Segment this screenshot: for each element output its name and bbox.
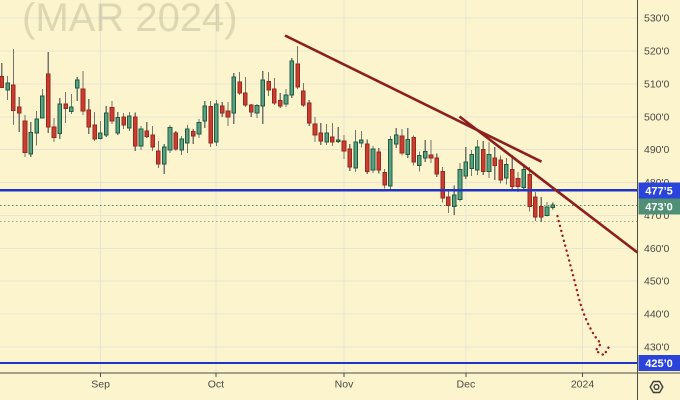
svg-text:(MAR 2024): (MAR 2024) — [22, 0, 238, 40]
svg-text:425’0: 425’0 — [645, 358, 673, 370]
svg-text:520'0: 520'0 — [644, 46, 670, 58]
svg-text:430'0: 430'0 — [644, 342, 670, 354]
svg-text:Oct: Oct — [208, 379, 224, 391]
svg-text:530'0: 530'0 — [644, 13, 670, 25]
svg-text:477’5: 477’5 — [645, 186, 673, 198]
svg-text:Dec: Dec — [457, 379, 476, 391]
svg-text:440'0: 440'0 — [644, 309, 670, 321]
svg-text:Nov: Nov — [335, 379, 354, 391]
svg-text:450'0: 450'0 — [644, 276, 670, 288]
svg-text:460'0: 460'0 — [644, 243, 670, 255]
svg-text:2024: 2024 — [571, 379, 595, 391]
svg-text:500'0: 500'0 — [644, 111, 670, 123]
svg-text:Sep: Sep — [91, 379, 110, 391]
svg-text:510'0: 510'0 — [644, 79, 670, 91]
svg-text:473’0: 473’0 — [645, 201, 673, 213]
svg-text:490'0: 490'0 — [644, 144, 670, 156]
